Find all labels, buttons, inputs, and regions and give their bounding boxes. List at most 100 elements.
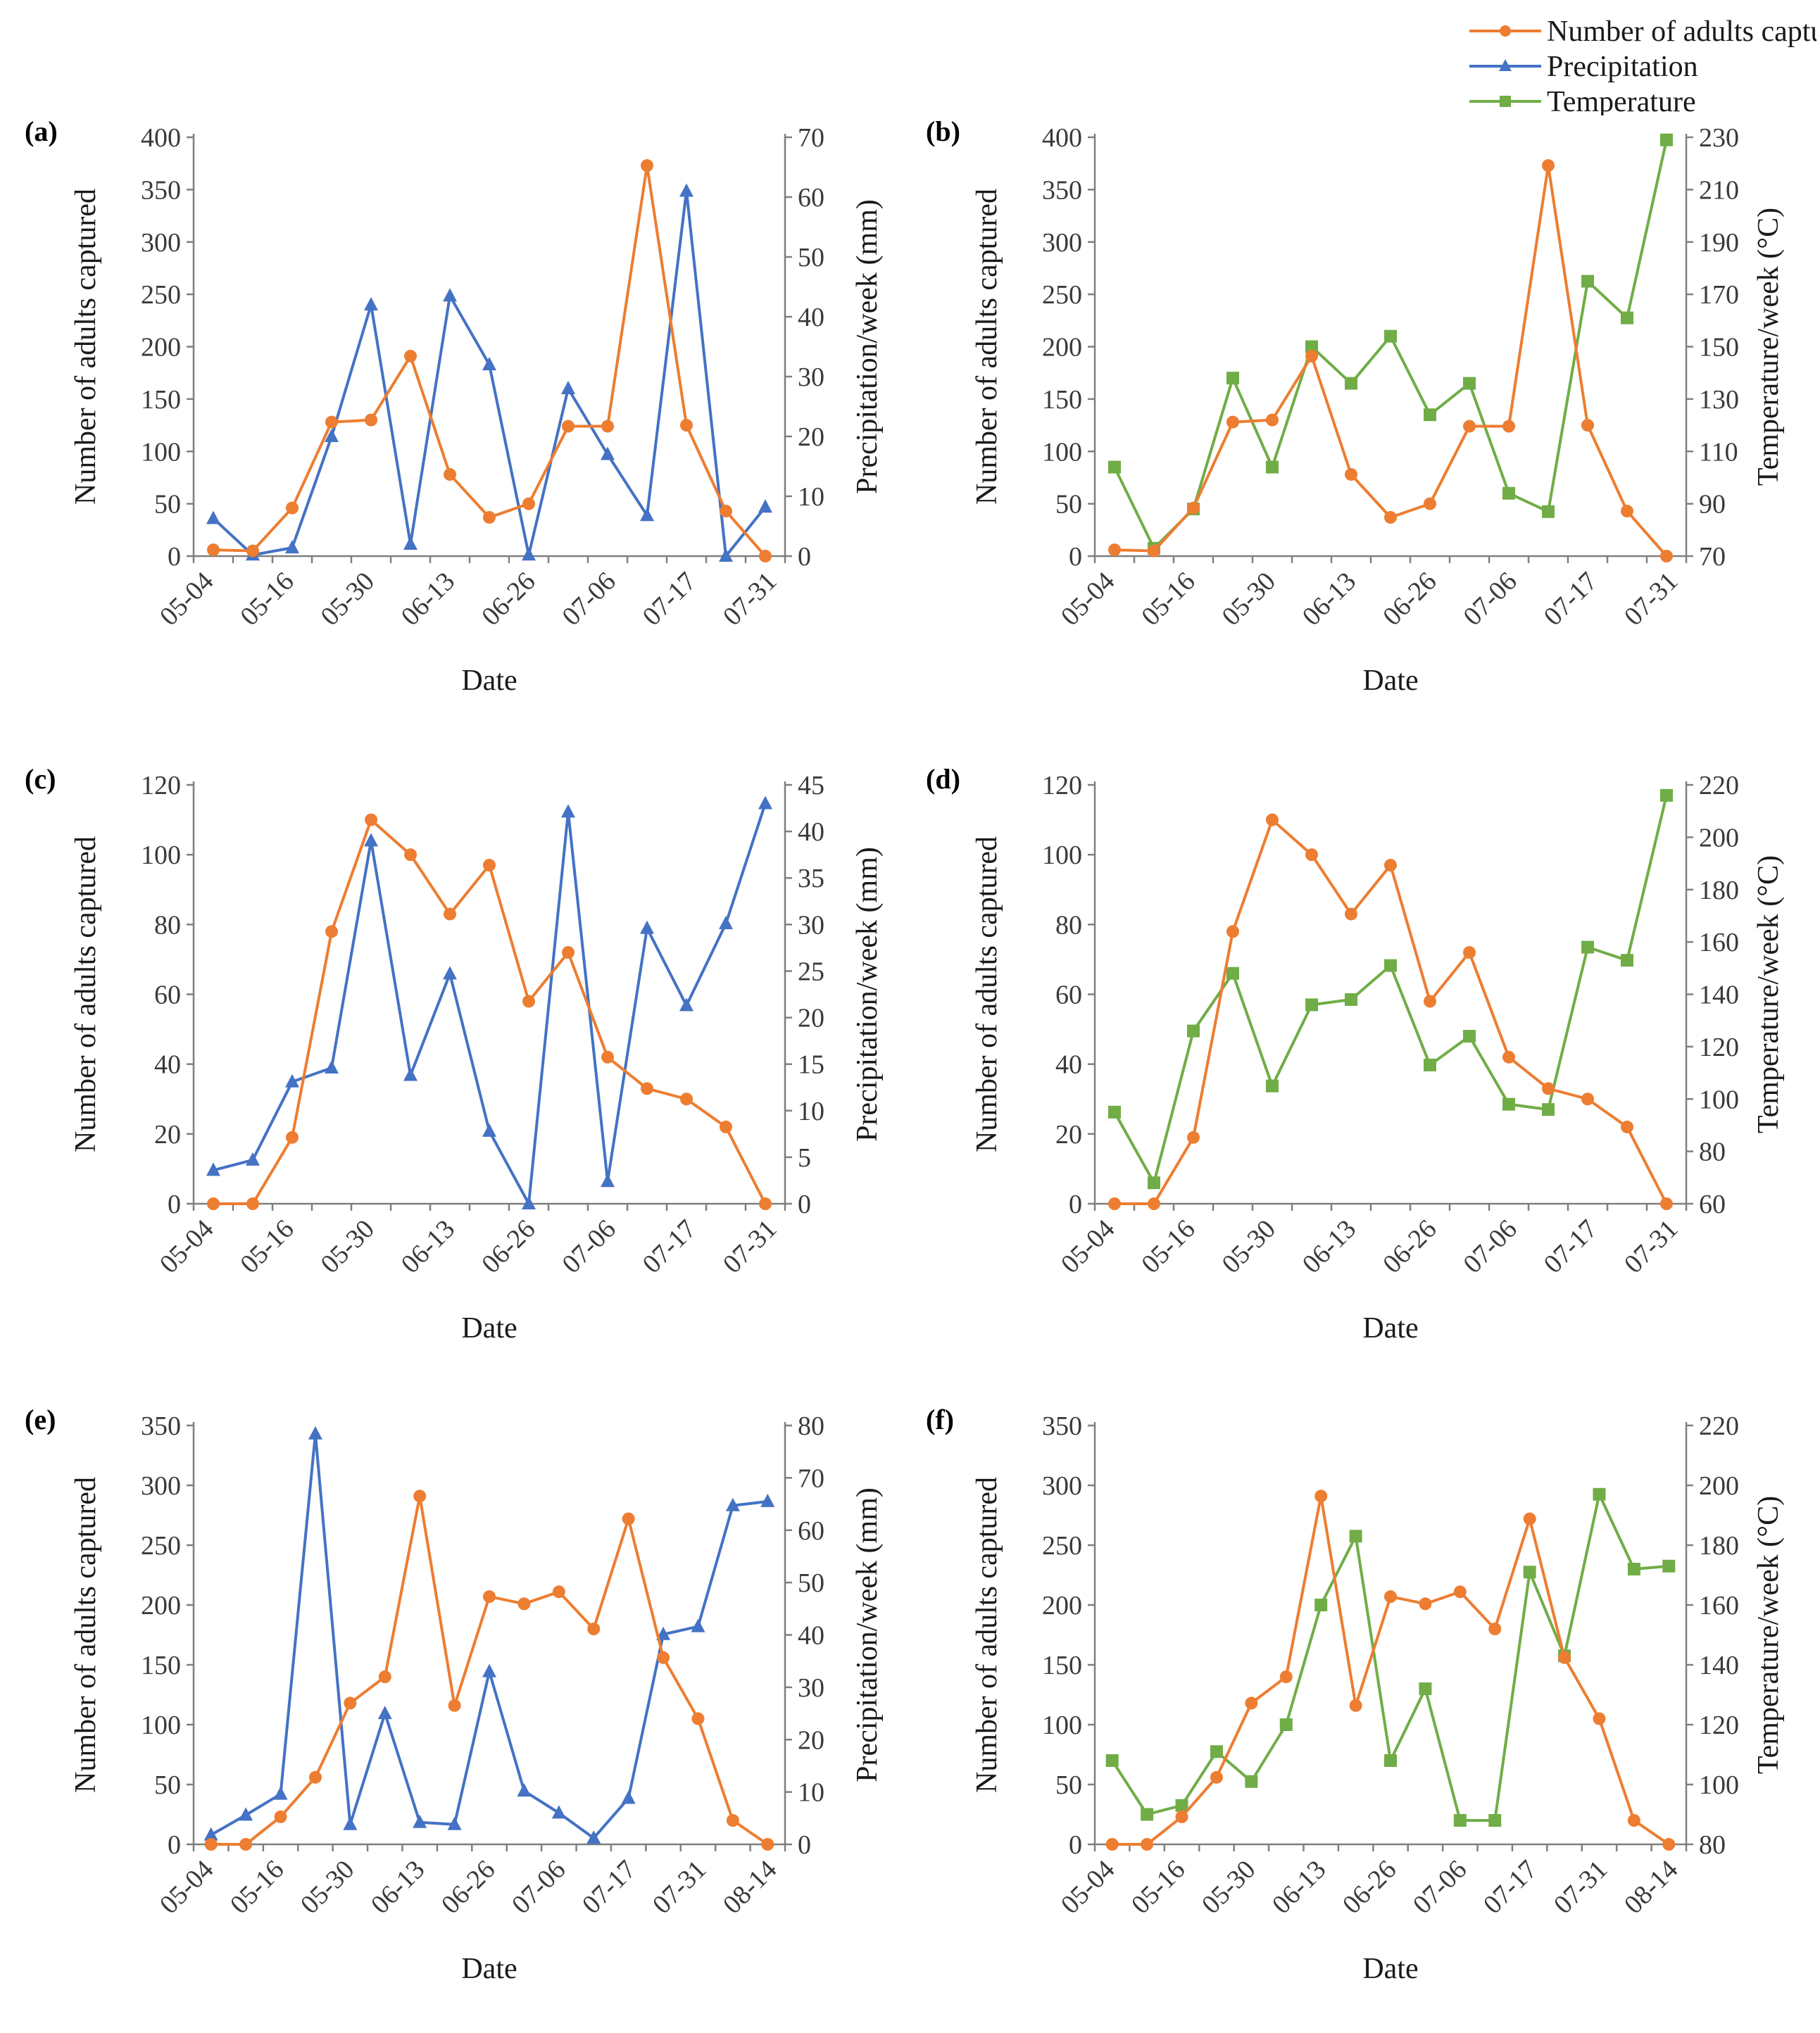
x-tick-label: 05-30 <box>1196 1855 1261 1920</box>
data-point-number-of-adults <box>1488 1623 1502 1635</box>
x-axis-title: Date <box>461 1953 517 1985</box>
y-tick-label-left: 200 <box>1042 333 1082 363</box>
data-point-number-of-adults <box>1627 1814 1640 1827</box>
data-point-number-of-adults <box>1660 550 1673 562</box>
chart-f-svg: (f) 0 50 100 150 200 250 300 350 80 100 120 140 160 18… <box>926 1404 1785 1985</box>
data-point-number-of-adults <box>1463 420 1476 433</box>
legend-svg: Number of adults captured Precipitation … <box>1469 15 1820 118</box>
data-point-number-of-adults <box>365 813 377 826</box>
panel-c: (c) 0 20 40 60 80 100 120 0 5 10 15 20 25 30 35 40 45 05-0… <box>14 753 908 1387</box>
y-tick-label-right: 30 <box>798 363 824 392</box>
data-point-precipitation <box>719 548 733 562</box>
data-point-number-of-adults <box>483 859 496 872</box>
y-tick-label-left: 0 <box>1069 542 1082 572</box>
data-point-number-of-adults <box>1108 1197 1121 1210</box>
x-tick-label: 07-31 <box>1548 1855 1613 1920</box>
y-tick-label-right: 230 <box>1699 123 1739 153</box>
y-tick-label-right: 20 <box>798 1004 824 1033</box>
y-tick-label-right: 45 <box>798 771 824 800</box>
y-tick-label-left: 40 <box>1055 1050 1082 1080</box>
data-point-temperature <box>1581 940 1594 954</box>
x-tick-label: 07-06 <box>556 1214 621 1279</box>
data-point-precipitation <box>273 1786 288 1800</box>
data-point-number-of-adults <box>404 848 417 862</box>
data-point-precipitation <box>403 536 418 550</box>
y-tick-label-right: 70 <box>798 1464 824 1493</box>
x-tick-label: 07-06 <box>556 567 621 631</box>
series-line-number-of-adults <box>1112 1494 1670 1846</box>
legend-adults-marker <box>1500 25 1511 37</box>
y-tick-label-right: 20 <box>798 422 824 452</box>
data-point-number-of-adults <box>759 550 772 562</box>
data-point-temperature <box>1108 460 1121 474</box>
panel-label: (f) <box>926 1404 954 1435</box>
y-tick-label-right: 0 <box>798 1830 811 1860</box>
data-point-temperature <box>1349 1530 1362 1543</box>
data-point-number-of-adults <box>325 415 338 429</box>
x-axis-title: Date <box>461 665 517 697</box>
data-point-number-of-adults <box>1621 505 1633 518</box>
data-point-number-of-adults <box>1148 544 1160 558</box>
x-tick-label: 07-17 <box>1538 567 1603 631</box>
data-point-temperature <box>1266 1079 1279 1093</box>
data-point-number-of-adults <box>1558 1651 1571 1664</box>
data-point-number-of-adults <box>720 505 732 518</box>
x-tick-label: 05-30 <box>315 1214 380 1279</box>
data-point-precipitation <box>601 446 615 460</box>
data-point-precipitation <box>640 508 654 522</box>
data-point-number-of-adults <box>286 501 299 515</box>
y-tick-label-right: 20 <box>798 1725 824 1755</box>
y-tick-label-left: 250 <box>141 280 181 310</box>
data-point-precipitation <box>239 1807 253 1821</box>
data-point-precipitation <box>325 429 339 442</box>
y-tick-label-right: 10 <box>798 482 824 512</box>
y-tick-label-right: 30 <box>798 1673 824 1703</box>
y-tick-label-right: 200 <box>1699 1471 1739 1501</box>
data-point-precipitation <box>691 1618 705 1632</box>
data-point-number-of-adults <box>726 1814 739 1827</box>
data-point-number-of-adults <box>1662 1838 1676 1851</box>
y-tick-label-left: 20 <box>1055 1120 1082 1150</box>
data-point-number-of-adults <box>1463 946 1476 959</box>
data-point-number-of-adults <box>1245 1697 1258 1710</box>
x-tick-label: 05-30 <box>295 1855 360 1920</box>
series-line-temperature <box>1113 139 1668 550</box>
y-tick-label-right: 80 <box>798 1411 824 1441</box>
y-tick-label-right: 60 <box>798 1516 824 1546</box>
data-point-temperature <box>1305 340 1318 353</box>
data-point-number-of-adults <box>517 1597 531 1611</box>
data-point-temperature <box>1502 1097 1515 1111</box>
data-point-number-of-adults <box>691 1712 705 1725</box>
data-point-temperature <box>1148 1176 1160 1190</box>
data-point-precipitation <box>517 1783 532 1797</box>
data-point-number-of-adults <box>246 544 259 558</box>
legend: Number of adults captured Precipitation … <box>1468 10 1820 118</box>
legend-precipitation-marker <box>1499 59 1512 71</box>
y-tick-label-right: 35 <box>798 864 824 893</box>
data-point-number-of-adults <box>1660 1197 1673 1210</box>
y-tick-label-left: 0 <box>168 542 181 572</box>
panel-label: (a) <box>25 115 58 147</box>
data-point-temperature <box>1384 329 1397 343</box>
legend-temperature-marker <box>1500 96 1511 107</box>
data-point-number-of-adults <box>444 467 456 481</box>
data-point-precipitation <box>443 288 457 302</box>
x-tick-label: 06-26 <box>1377 567 1442 631</box>
y-tick-label-right: 150 <box>1699 333 1739 363</box>
x-tick-label: 06-26 <box>1377 1214 1442 1279</box>
y-tick-label-left: 40 <box>154 1050 181 1080</box>
x-tick-label: 07-06 <box>1407 1855 1472 1920</box>
y-tick-label-right: 170 <box>1699 280 1739 310</box>
x-tick-label: 06-26 <box>436 1855 501 1920</box>
data-point-temperature <box>1419 1682 1432 1695</box>
legend-adults-label: Number of adults captured <box>1547 15 1816 48</box>
data-point-number-of-adults <box>680 1093 693 1106</box>
data-point-number-of-adults <box>1621 1120 1633 1133</box>
data-point-number-of-adults <box>1424 497 1436 510</box>
legend-temperature-label: Temperature <box>1547 86 1696 115</box>
data-point-number-of-adults <box>325 925 338 938</box>
y-tick-label-left: 0 <box>1069 1190 1082 1219</box>
data-point-number-of-adults <box>1187 1131 1200 1144</box>
data-point-temperature <box>1226 967 1239 980</box>
